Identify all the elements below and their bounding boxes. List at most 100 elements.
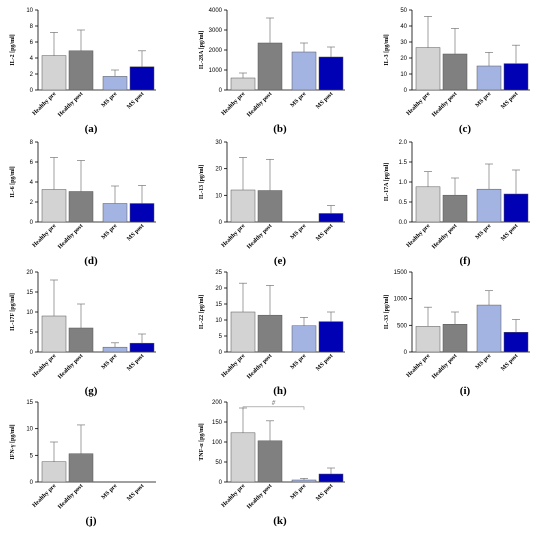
y-tick-label: 0 <box>404 350 408 356</box>
y-tick-label: 8 <box>30 140 34 146</box>
y-tick-label: 4 <box>30 56 34 62</box>
y-tick-label: 2.0 <box>399 140 408 146</box>
bar-healthy-post <box>442 53 468 91</box>
bar-ms-post <box>318 321 344 353</box>
panel-label: (g) <box>85 385 98 397</box>
y-axis-label: TNF-α [pg/ml] <box>199 423 205 461</box>
panel-b: 0 1000 2000 3000 4000 IL-28A [pg/ml] Healthy p… <box>199 8 345 135</box>
bar-healthy-pre <box>415 326 441 353</box>
y-tick-label: 5 <box>30 453 34 459</box>
panel-j: 0 5 10 15 IFN-γ [pg/ml] Healthy pre Healthy po… <box>10 400 156 527</box>
panel-g: 0 5 10 15 20 IL-17F [pg/ml] Healthy pre Healthy… <box>10 270 156 397</box>
bar-ms-post <box>129 66 155 91</box>
x-tick-label: Healthy pre <box>406 223 432 249</box>
bar-healthy-pre <box>41 55 67 91</box>
panel-label: (d) <box>84 255 98 267</box>
bar-healthy-pre <box>230 311 256 353</box>
x-tick-label: MS post <box>315 91 334 110</box>
panel-label: (f) <box>460 255 471 267</box>
y-tick-label: 5 <box>219 334 223 340</box>
panel-label: (b) <box>273 123 287 135</box>
bar-healthy-pre <box>41 189 67 223</box>
y-tick-label: 30 <box>400 40 407 46</box>
panel-label: (j) <box>86 515 97 527</box>
y-tick-label: 15 <box>215 302 222 308</box>
panel-label: (k) <box>273 515 287 527</box>
y-axis-label: IL-28A [pg/ml] <box>199 31 205 70</box>
y-tick-label: 4000 <box>209 8 223 14</box>
y-tick-label: 10 <box>400 72 407 78</box>
y-tick-label: 0 <box>219 480 223 486</box>
panel-i: 0 500 1000 1500 IL-33 [pg/ml] Healthy pre Heal… <box>384 270 530 397</box>
panel-e: 0 10 20 30 IL-13 [pg/ml] Healthy pre Healthy p… <box>199 140 345 267</box>
bar-healthy-post <box>68 453 94 483</box>
panel-label: (c) <box>459 123 472 135</box>
bar-healthy-pre <box>230 77 256 91</box>
x-tick-label: MS pre <box>290 91 308 109</box>
y-tick-label: 0 <box>30 480 34 486</box>
y-tick-label: 0.0 <box>399 220 408 226</box>
bar-ms-pre <box>476 304 502 353</box>
panel-f: 0.0 0.5 1.0 1.5 2.0 IL-17A [pg/ml] Healthy pre… <box>384 140 530 267</box>
y-tick-label: 10 <box>215 193 222 199</box>
y-axis-label: IL-13 [pg/ml] <box>199 165 205 200</box>
x-tick-label: MS post <box>500 223 519 242</box>
y-tick-label: 15 <box>26 290 33 296</box>
y-tick-label: 1.5 <box>399 160 408 166</box>
bar-healthy-pre <box>41 461 67 483</box>
y-tick-label: 0 <box>219 220 223 226</box>
y-tick-label: 100 <box>212 440 223 446</box>
x-tick-label: MS pre <box>475 353 493 371</box>
x-tick-label: Healthy post <box>246 353 273 380</box>
y-tick-label: 40 <box>400 24 407 30</box>
y-tick-label: 25 <box>215 270 222 276</box>
bar-ms-pre <box>476 65 502 91</box>
x-tick-label: Healthy post <box>246 91 273 118</box>
x-tick-label: MS pre <box>290 223 308 241</box>
x-tick-label: MS post <box>500 91 519 110</box>
x-tick-label: Healthy pre <box>221 223 247 249</box>
x-tick-label: Healthy post <box>57 483 84 510</box>
panel-label: (e) <box>274 255 287 267</box>
x-tick-label: MS pre <box>290 353 308 371</box>
x-tick-label: MS pre <box>101 353 119 371</box>
x-tick-label: Healthy pre <box>221 483 247 509</box>
bar-ms-post <box>318 473 344 483</box>
bar-healthy-post <box>442 194 468 223</box>
y-tick-label: 0.5 <box>399 200 408 206</box>
bar-healthy-pre <box>415 186 441 223</box>
y-tick-label: 500 <box>397 323 408 329</box>
bar-healthy-post <box>442 324 468 353</box>
x-tick-label: Healthy post <box>57 353 84 380</box>
y-tick-label: 200 <box>212 400 223 406</box>
bar-ms-post <box>129 203 155 223</box>
panel-label: (h) <box>273 385 287 397</box>
x-tick-label: MS post <box>315 483 334 502</box>
x-tick-label: Healthy pre <box>406 353 432 379</box>
y-tick-label: 50 <box>215 460 222 466</box>
y-tick-label: 3000 <box>209 28 223 34</box>
y-axis-label: IL-3 [pg/ml] <box>384 34 390 66</box>
y-tick-label: 20 <box>215 167 222 173</box>
bar-ms-post <box>503 193 529 223</box>
y-tick-label: 0 <box>404 88 408 94</box>
bar-ms-pre <box>291 51 317 91</box>
x-tick-label: MS pre <box>475 223 493 241</box>
y-tick-label: 10 <box>26 427 33 433</box>
y-tick-label: 6 <box>30 40 34 46</box>
x-tick-label: Healthy post <box>246 483 273 510</box>
bar-healthy-post <box>257 190 283 223</box>
y-tick-label: 1000 <box>394 297 408 303</box>
panel-d: 0 2 4 6 8 IL-6 [pg/ml] Healthy pre Healthy post… <box>10 140 156 267</box>
y-tick-label: 2 <box>30 200 34 206</box>
y-tick-label: 30 <box>215 140 222 146</box>
bar-ms-pre <box>102 346 128 353</box>
panel-label: (a) <box>85 123 98 135</box>
x-tick-label: MS pre <box>101 483 119 501</box>
bar-healthy-pre <box>230 432 256 483</box>
y-axis-label: IL-17F [pg/ml] <box>10 293 16 331</box>
bar-ms-post <box>318 56 344 91</box>
y-tick-label: 2000 <box>209 48 223 54</box>
bar-healthy-post <box>68 191 94 223</box>
